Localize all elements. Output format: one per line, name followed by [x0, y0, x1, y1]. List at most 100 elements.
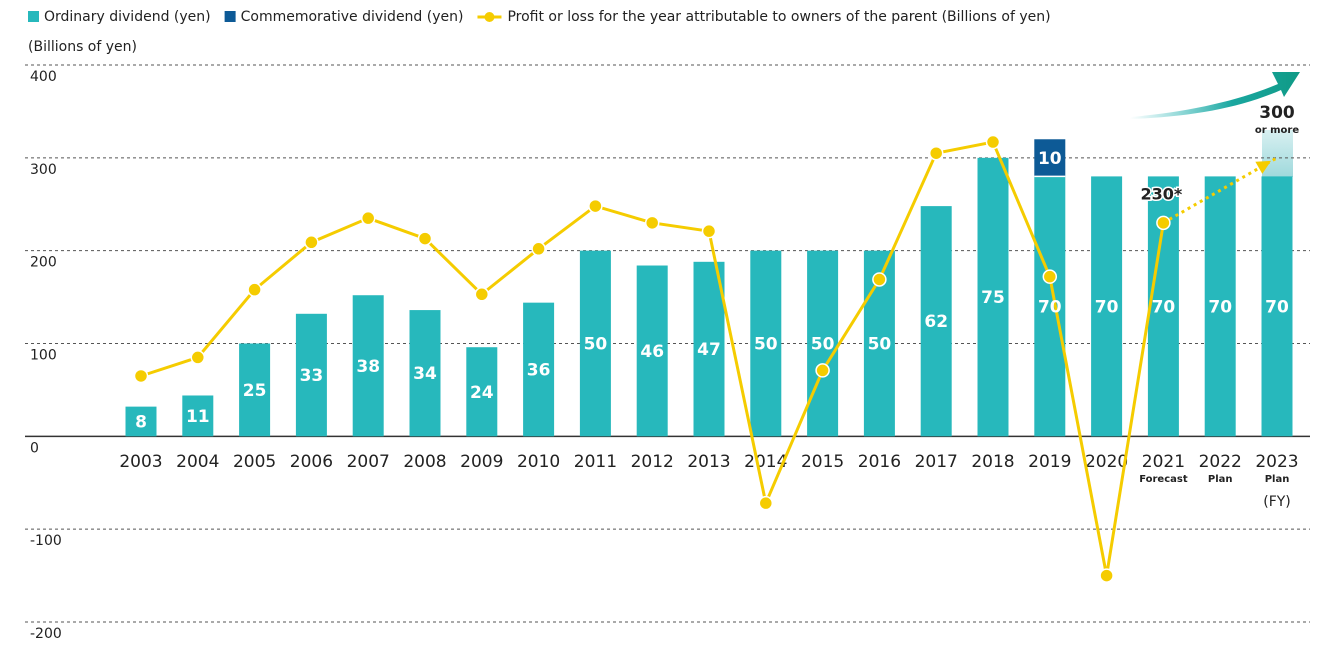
legend-label: Commemorative dividend (yen): [241, 9, 464, 25]
bar-value-label: 47: [697, 340, 721, 360]
y-tick-label: 100: [30, 348, 57, 364]
x-tick-label: 2020: [1085, 452, 1128, 472]
target-box: [1262, 130, 1293, 177]
x-tick-label: 2017: [915, 452, 958, 472]
x-axis-label: (FY): [1263, 494, 1291, 510]
x-tick-label: 2007: [347, 452, 390, 472]
x-tick-label: 2005: [233, 452, 276, 472]
x-tick-label: 2003: [119, 452, 162, 472]
bar-value-label: 70: [1152, 297, 1176, 317]
profit-marker: [701, 223, 717, 239]
profit-marker: [758, 495, 774, 511]
growth-arrow: [1130, 72, 1300, 119]
bar: [1204, 176, 1236, 437]
x-tick-label: 2012: [631, 452, 674, 472]
x-tick-label: 2015: [801, 452, 844, 472]
bar-value-label: 38: [356, 357, 380, 377]
x-tick-label: 2009: [460, 452, 503, 472]
bar: [239, 343, 271, 437]
bar-value-label: 10: [1038, 149, 1062, 169]
profit-marker: [247, 282, 262, 297]
bar: [125, 406, 157, 437]
profit-marker: [644, 215, 660, 231]
profit-line-plan: [1162, 156, 1278, 225]
target-annotation: or more: [1255, 125, 1300, 136]
y-tick-label: 0: [30, 440, 39, 456]
x-tick-label: 2019: [1028, 452, 1071, 472]
bar-value-label: 34: [413, 364, 437, 384]
bar: [182, 395, 214, 437]
profit-marker: [1156, 215, 1171, 231]
bar: [295, 313, 327, 437]
bar: [523, 302, 555, 437]
bar-value-label: 8: [135, 412, 147, 432]
bar: [466, 347, 498, 437]
x-tick-label: 2016: [858, 452, 901, 472]
bar-value-label: 50: [868, 335, 892, 355]
legend-label: Ordinary dividend (yen): [44, 9, 211, 25]
legend-swatch: [28, 11, 39, 22]
bar-value-label: 75: [981, 288, 1005, 308]
profit-marker: [304, 235, 319, 250]
bar-value-label: 36: [527, 360, 551, 380]
profit-marker: [474, 287, 490, 302]
y-tick-label: -200: [30, 626, 62, 642]
profit-marker: [133, 368, 149, 384]
x-tick-label: 2022: [1199, 452, 1242, 472]
bar-value-label: 70: [1038, 297, 1062, 317]
bar: [579, 250, 611, 437]
profit-marker: [1099, 568, 1114, 583]
bar-value-label: 50: [754, 335, 778, 355]
profit-marker: [928, 145, 944, 161]
x-tick-label: 2010: [517, 452, 560, 472]
profit-marker: [815, 363, 830, 378]
profit-value-label: 230*: [1141, 184, 1183, 203]
plan-arrowhead: [1255, 160, 1271, 174]
x-tick-label: 2006: [290, 452, 333, 472]
bar: [1034, 176, 1066, 437]
bar: [977, 157, 1009, 437]
x-tick-label: 2018: [971, 452, 1014, 472]
x-tick-label: 2021: [1142, 452, 1185, 472]
y-tick-label: 400: [30, 69, 57, 85]
x-tick-label: 2004: [176, 452, 219, 472]
bar: [409, 310, 441, 437]
bar: [1261, 176, 1293, 437]
bar-value-label: 70: [1095, 297, 1119, 317]
bar-value-label: 24: [470, 383, 494, 403]
x-tick-label: 2013: [687, 452, 730, 472]
profit-marker: [872, 272, 887, 287]
x-tick-sublabel: Forecast: [1139, 474, 1188, 485]
y-axis-label: (Billions of yen): [28, 39, 137, 55]
bar-value-label: 50: [584, 335, 608, 355]
bar-value-label: 25: [243, 381, 267, 401]
bar: [636, 265, 668, 437]
target-label: 300: [1259, 103, 1295, 123]
x-tick-label: 2008: [403, 452, 446, 472]
profit-marker: [588, 198, 603, 214]
y-tick-label: -100: [30, 533, 62, 549]
bar-value-label: 62: [924, 312, 948, 332]
bar: [1091, 176, 1123, 437]
x-tick-sublabel: Plan: [1208, 474, 1233, 485]
profit-marker: [360, 210, 376, 226]
x-tick-sublabel: Plan: [1265, 474, 1290, 485]
y-tick-label: 200: [30, 255, 57, 271]
x-tick-label: 2023: [1255, 452, 1298, 472]
bar: [807, 250, 839, 437]
legend-swatch: [224, 11, 236, 22]
profit-marker: [190, 350, 206, 365]
legend-label: Profit or loss for the year attributable…: [507, 9, 1050, 25]
bar-value-label: 33: [300, 366, 324, 386]
profit-marker: [417, 231, 433, 246]
y-tick-label: 300: [30, 162, 57, 178]
legend-marker: [484, 12, 495, 22]
x-tick-label: 2011: [574, 452, 617, 472]
bar-value-label: 70: [1208, 297, 1232, 317]
bar-value-label: 11: [186, 407, 210, 427]
bar-value-label: 50: [811, 335, 835, 355]
bar: [750, 250, 782, 437]
profit-marker: [531, 241, 546, 257]
bar: [352, 295, 384, 437]
